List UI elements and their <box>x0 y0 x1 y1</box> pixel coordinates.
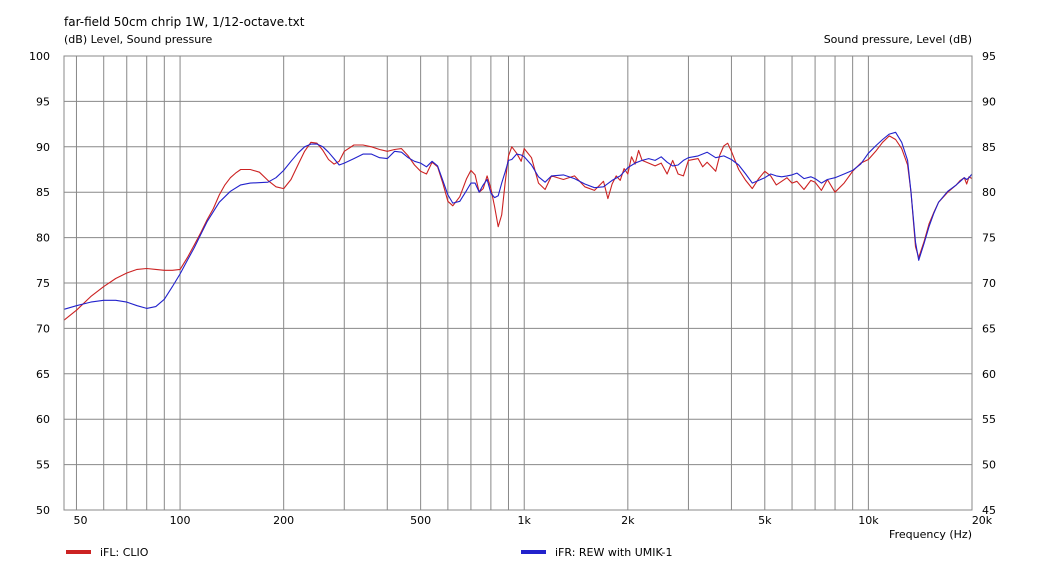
legend-label: iFR: REW with UMIK-1 <box>555 546 673 559</box>
x-tick-label: 10k <box>858 514 879 527</box>
x-tick-label: 20k <box>972 514 993 527</box>
y-tick-label-left: 65 <box>36 368 50 381</box>
y-tick-label-right: 60 <box>982 368 996 381</box>
y-tick-label-right: 90 <box>982 95 996 108</box>
y-tick-label-left: 70 <box>36 322 50 335</box>
y-axis-label-left: (dB) Level, Sound pressure <box>64 33 213 46</box>
y-tick-label-right: 50 <box>982 459 996 472</box>
y-tick-label-left: 75 <box>36 277 50 290</box>
x-tick-label: 50 <box>73 514 87 527</box>
y-tick-label-right: 75 <box>982 232 996 245</box>
legend-swatch <box>66 550 91 554</box>
x-tick-label: 500 <box>410 514 431 527</box>
grid <box>64 56 972 510</box>
legend: iFL: CLIO iFR: REW with UMIK-1 <box>66 546 673 559</box>
y-tick-label-left: 50 <box>36 504 50 517</box>
y-tick-label-right: 55 <box>982 413 996 426</box>
y-tick-label-left: 95 <box>36 95 50 108</box>
y-tick-label-left: 60 <box>36 413 50 426</box>
series-line-clio <box>63 135 973 321</box>
y-axis-label-right: Sound pressure, Level (dB) <box>824 33 972 46</box>
x-tick-labels: 50 100 200 500 1k 2k 5k 10k 20k <box>73 514 992 527</box>
x-axis-label: Frequency (Hz) <box>889 528 972 541</box>
y-tick-label-right: 65 <box>982 322 996 335</box>
x-tick-label: 5k <box>758 514 772 527</box>
y-tick-label-left: 90 <box>36 141 50 154</box>
legend-label: iFL: CLIO <box>100 546 149 559</box>
y-tick-label-right: 95 <box>982 50 996 63</box>
y-tick-label-right: 80 <box>982 186 996 199</box>
plot-frame <box>63 55 973 511</box>
chart-title: far-field 50cm chrip 1W, 1/12-octave.txt <box>64 15 305 29</box>
series-lines <box>63 131 973 321</box>
y-tick-label-left: 55 <box>36 459 50 472</box>
y-tick-label-right: 85 <box>982 141 996 154</box>
y-tick-label-left: 100 <box>29 50 50 63</box>
legend-swatch <box>521 550 546 554</box>
x-tick-label: 1k <box>518 514 532 527</box>
y-tick-label-right: 70 <box>982 277 996 290</box>
y-tick-label-left: 80 <box>36 232 50 245</box>
y-tick-labels-right: 95 90 85 80 75 70 65 60 55 50 45 <box>982 50 996 517</box>
y-tick-label-right: 45 <box>982 504 996 517</box>
series-line-rew <box>63 131 973 310</box>
y-tick-label-left: 85 <box>36 186 50 199</box>
x-tick-label: 100 <box>170 514 191 527</box>
x-tick-label: 200 <box>273 514 294 527</box>
x-tick-label: 2k <box>621 514 635 527</box>
y-tick-labels-left: 100 95 90 85 80 75 70 65 60 55 50 <box>29 50 50 517</box>
